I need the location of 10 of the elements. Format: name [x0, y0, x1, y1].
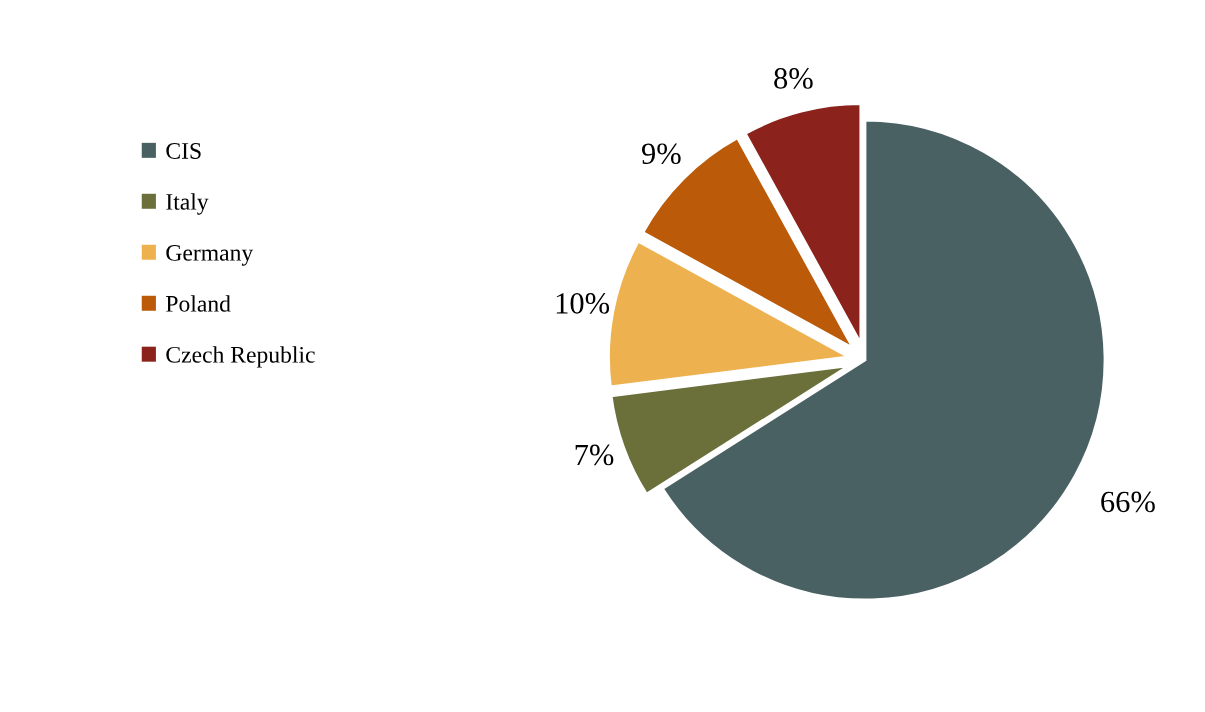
- legend-label: CIS: [166, 143, 201, 159]
- data-label: 10%: [556, 293, 610, 314]
- legend-label: Germany: [166, 244, 254, 266]
- data-label: 66%: [1101, 491, 1155, 513]
- data-label: 8%: [774, 68, 813, 89]
- data-label: 7%: [575, 444, 614, 466]
- legend-label: Czech Republic: [166, 346, 315, 368]
- data-label: 9%: [641, 143, 681, 165]
- legend-label: Italy: [166, 193, 209, 215]
- legend-label: Poland: [166, 295, 231, 312]
